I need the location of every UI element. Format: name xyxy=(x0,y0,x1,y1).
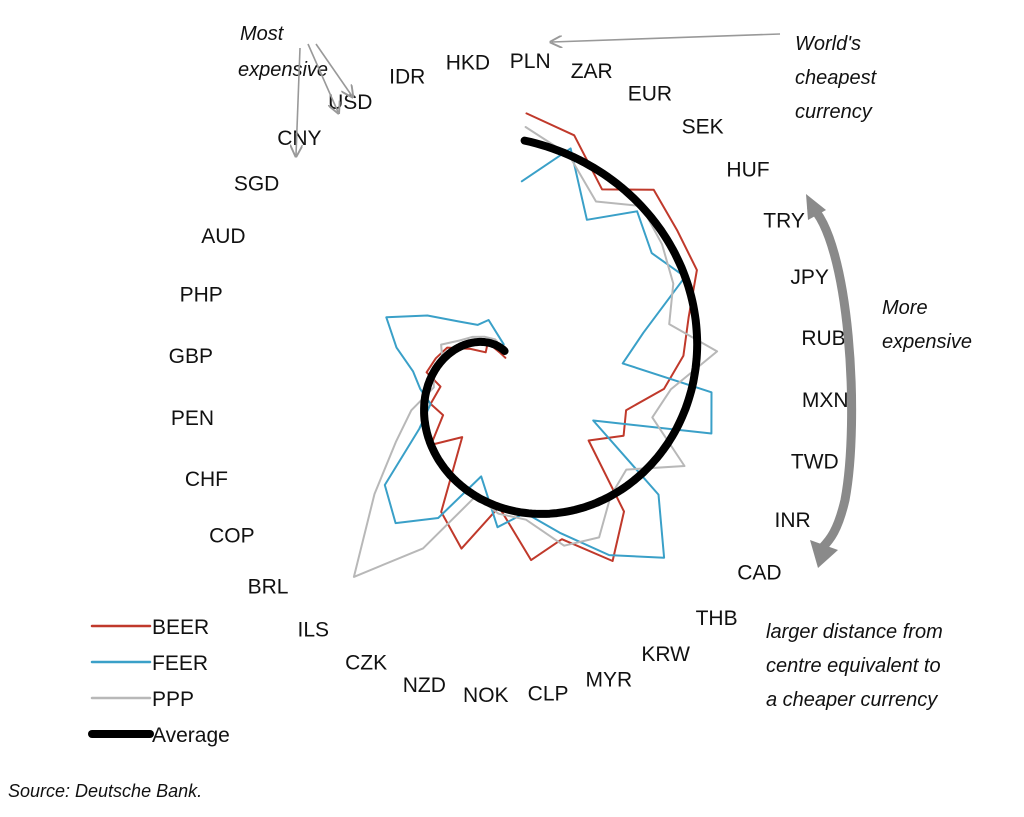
arrow-to-idr xyxy=(296,47,300,155)
more-expensive-annotation: More expensive xyxy=(806,194,972,568)
cheapest-annotation: World's cheapest currency xyxy=(552,33,878,123)
currency-label-try: TRY xyxy=(763,209,805,232)
currency-label-nok: NOK xyxy=(463,684,509,707)
cheapest-line-3: currency xyxy=(795,101,873,123)
most-expensive-annotation: Most expensive xyxy=(238,23,352,155)
currency-label-jpy: JPY xyxy=(790,266,829,289)
legend-label-feer: FEER xyxy=(152,652,208,675)
currency-label-sek: SEK xyxy=(682,116,724,139)
more-expensive-line-2: expensive xyxy=(882,331,972,353)
currency-label-zar: ZAR xyxy=(571,60,613,83)
series-line-ppp xyxy=(352,126,719,578)
currency-label-hkd: HKD xyxy=(446,52,490,75)
more-expensive-arrowhead xyxy=(810,540,838,568)
currency-label-pen: PEN xyxy=(171,407,214,430)
currency-label-eur: EUR xyxy=(628,82,672,105)
currency-label-php: PHP xyxy=(180,283,223,306)
currency-label-thb: THB xyxy=(696,607,738,630)
cheapest-line-2: cheapest xyxy=(795,67,878,89)
distance-note-line-3: a cheaper currency xyxy=(766,689,938,711)
series-layer xyxy=(352,112,719,578)
currency-label-mxn: MXN xyxy=(802,389,849,412)
series-line-beer xyxy=(425,112,698,562)
currency-label-pln: PLN xyxy=(510,50,551,73)
legend: BEER FEER PPP Average xyxy=(88,616,230,747)
currency-label-brl: BRL xyxy=(248,576,289,599)
more-expensive-arc-tail xyxy=(806,194,826,220)
currency-label-nzd: NZD xyxy=(403,674,446,697)
legend-label-average: Average xyxy=(152,724,230,747)
currency-label-cad: CAD xyxy=(737,562,781,585)
currency-label-rub: RUB xyxy=(801,327,845,350)
currency-label-twd: TWD xyxy=(791,451,839,474)
currency-label-huf: HUF xyxy=(726,158,769,181)
legend-label-ppp: PPP xyxy=(152,688,194,711)
currency-label-aud: AUD xyxy=(201,225,245,248)
cheapest-line-1: World's xyxy=(795,33,861,55)
legend-label-beer: BEER xyxy=(152,616,209,639)
currency-label-ils: ILS xyxy=(298,618,330,641)
distance-note-line-1: larger distance from xyxy=(766,621,943,643)
currency-label-cny: CNY xyxy=(277,127,321,150)
currency-label-clp: CLP xyxy=(528,683,569,706)
currency-label-cop: COP xyxy=(209,525,255,548)
currency-label-czk: CZK xyxy=(345,652,387,675)
series-line-average xyxy=(420,136,702,518)
distance-note-line-2: centre equivalent to xyxy=(766,655,941,677)
currency-label-inr: INR xyxy=(775,509,811,532)
source-note: Source: Deutsche Bank. xyxy=(8,781,203,801)
currency-label-sgd: SGD xyxy=(234,172,280,195)
currency-label-myr: MYR xyxy=(585,669,632,692)
series-line-feer xyxy=(383,147,713,559)
distance-note: larger distance from centre equivalent t… xyxy=(766,621,943,711)
currency-label-gbp: GBP xyxy=(169,345,213,368)
most-expensive-line-2: expensive xyxy=(238,59,328,81)
currency-label-chf: CHF xyxy=(185,468,228,491)
more-expensive-arc xyxy=(806,201,857,552)
most-expensive-line-1: Most xyxy=(240,23,285,45)
arrow-to-pln xyxy=(552,33,781,42)
more-expensive-line-1: More xyxy=(882,297,928,319)
arrow-to-hkd-2 xyxy=(315,43,352,96)
arrow-to-hkd-1 xyxy=(307,43,338,112)
currency-label-idr: IDR xyxy=(389,65,425,88)
currency-label-krw: KRW xyxy=(641,643,690,666)
